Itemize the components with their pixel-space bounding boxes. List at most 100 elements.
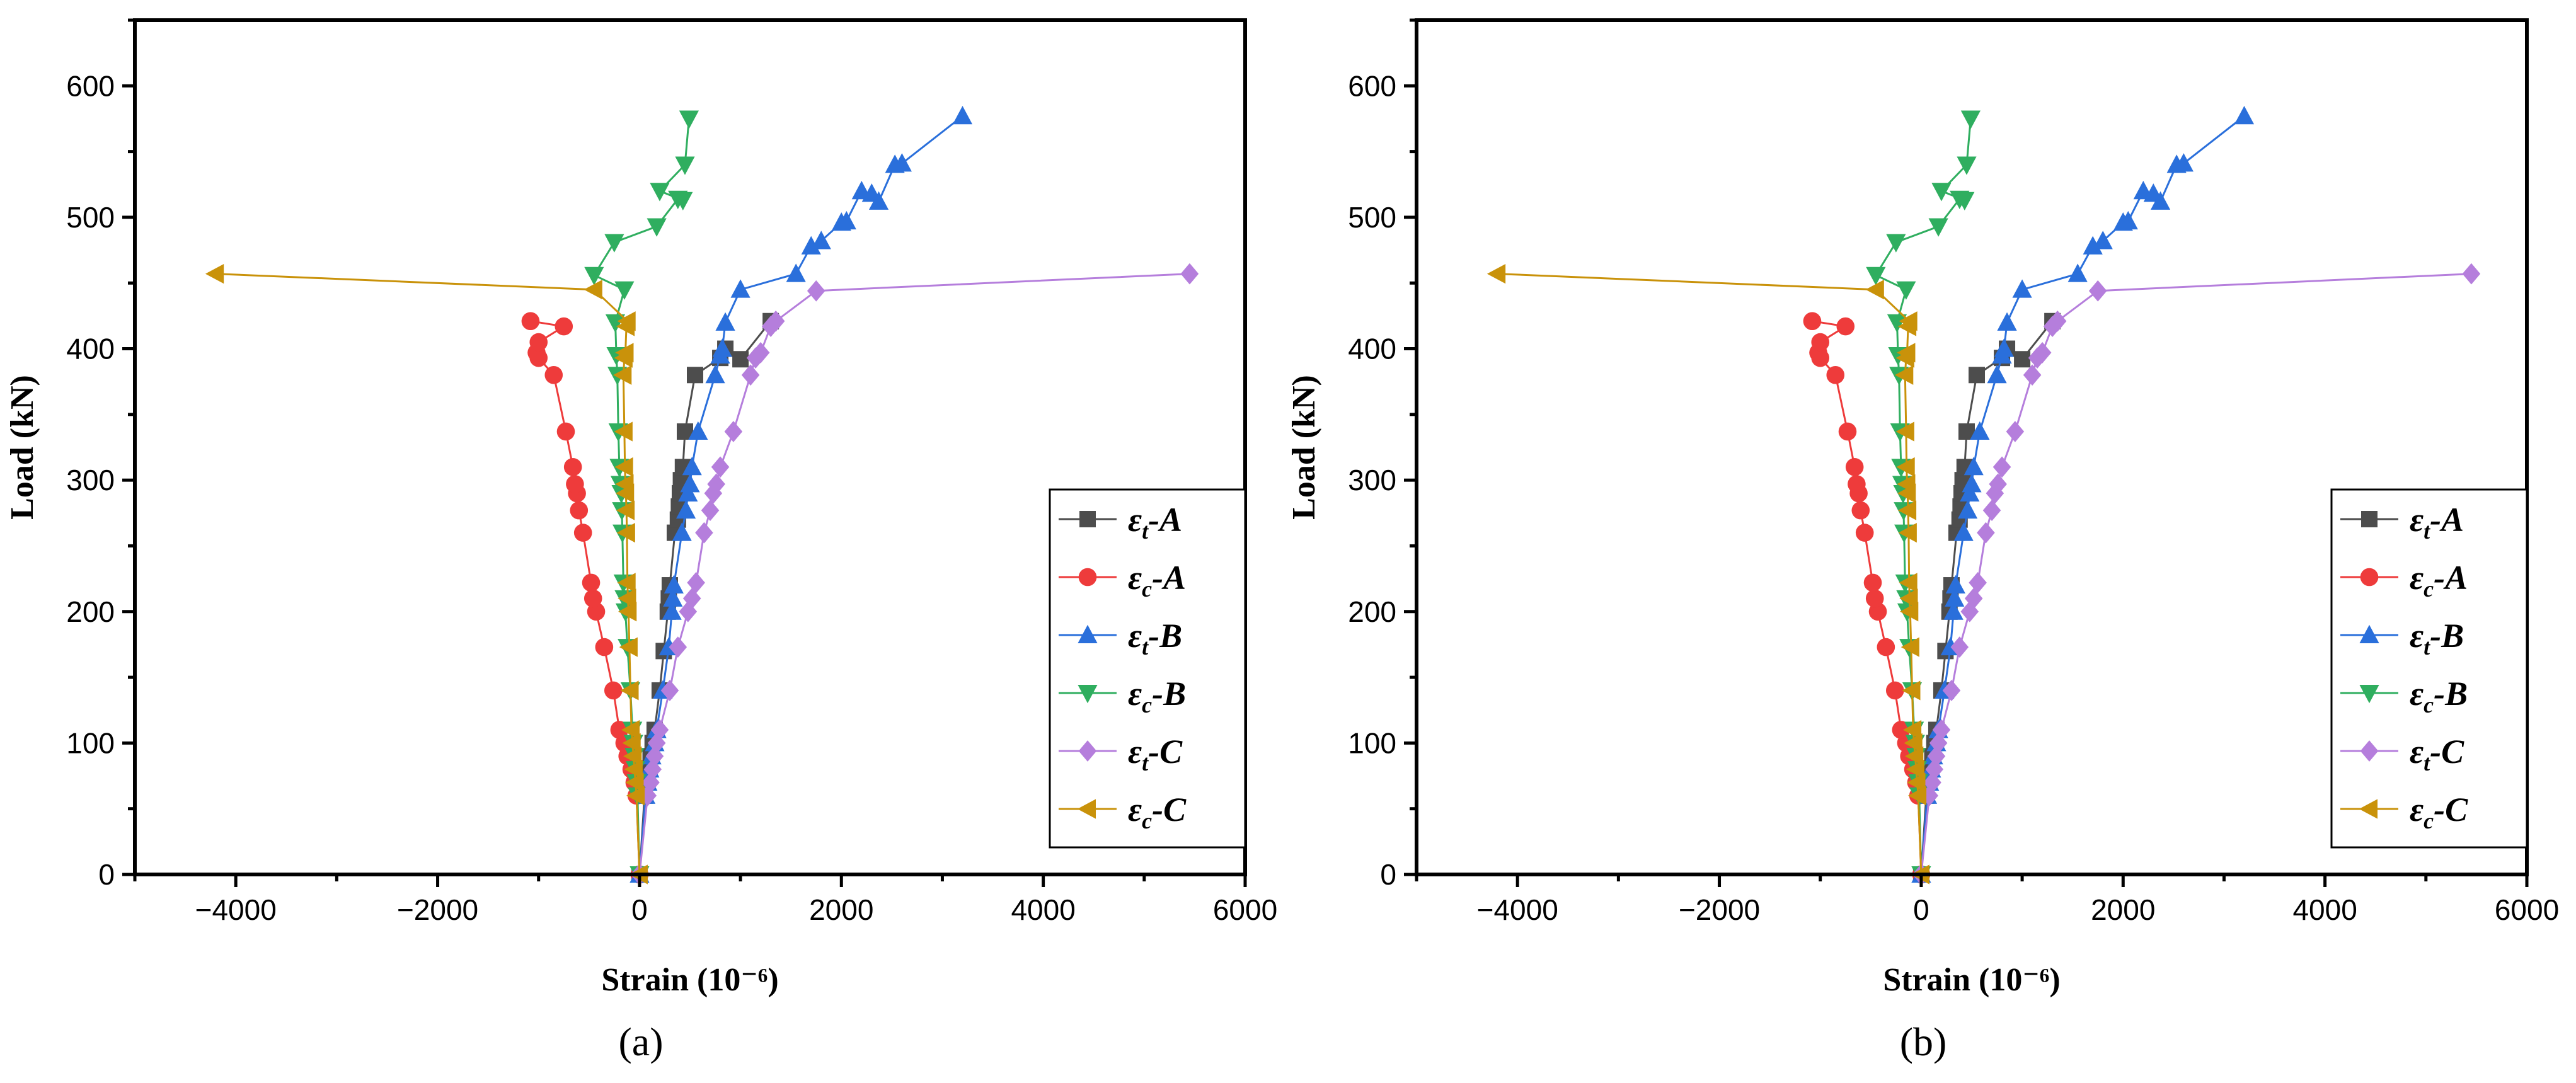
legend-box	[2330, 488, 2528, 849]
x-tick-label: 4000	[2292, 893, 2357, 926]
data-point	[604, 234, 624, 253]
data-point	[1811, 333, 1830, 352]
data-point	[712, 338, 732, 357]
data-point	[807, 280, 825, 302]
y-tick-label: 600	[66, 69, 115, 102]
data-point	[811, 231, 831, 249]
data-point	[1897, 500, 1917, 520]
data-point	[766, 310, 785, 332]
data-point	[2173, 153, 2194, 172]
legend-item: εt-B	[2340, 617, 2464, 660]
series-c-c	[205, 264, 648, 885]
data-point	[645, 745, 664, 767]
data-point	[695, 522, 713, 544]
data-point	[836, 210, 856, 230]
data-point	[584, 266, 604, 285]
data-point	[1943, 601, 1964, 620]
legend-label: εt-B	[2410, 617, 2464, 660]
data-point	[1877, 638, 1895, 656]
data-point	[618, 588, 636, 609]
data-point	[615, 474, 634, 495]
data-point	[618, 602, 637, 622]
data-point	[1906, 759, 1924, 779]
series-line	[1920, 320, 2054, 875]
data-point	[732, 351, 749, 368]
data-point	[2033, 341, 2052, 364]
legend-item: εc-B	[2340, 675, 2468, 718]
legend-label: εc-B	[1128, 675, 1186, 718]
data-point	[688, 421, 708, 440]
data-point	[1896, 281, 1916, 300]
data-point	[1899, 588, 1918, 609]
data-point	[660, 680, 679, 701]
data-point	[680, 474, 700, 493]
data-point	[701, 500, 720, 522]
chart-panel-2: −4000 −2000 0 2000 4000 6000 0 100 200 300 400 500 6…	[1286, 18, 2559, 1064]
data-point	[2048, 310, 2067, 332]
data-point	[617, 311, 636, 331]
data-point	[604, 681, 623, 700]
data-point	[1902, 680, 1921, 701]
data-point	[1969, 571, 1987, 593]
data-point	[2014, 351, 2031, 368]
data-point	[1928, 218, 1948, 237]
panel-label: (b)	[1900, 1019, 1947, 1064]
data-point	[1992, 456, 2011, 478]
data-point	[687, 367, 704, 384]
data-point	[1885, 681, 1904, 700]
legend-label: εc-B	[2410, 675, 2468, 718]
y-tick-label: 300	[66, 464, 115, 496]
legend-label: εc-A	[2410, 559, 2468, 602]
data-point	[1982, 500, 2001, 522]
data-point	[1886, 234, 1906, 253]
data-point	[1899, 311, 1918, 331]
data-point	[1895, 421, 1914, 442]
legend-item: εt-C	[1059, 733, 1183, 776]
data-point	[1964, 457, 1984, 476]
data-point	[1900, 637, 1919, 657]
data-point	[662, 601, 682, 620]
data-point	[650, 183, 670, 202]
chart-panel-1: −4000 −2000 0 2000 4000 6000 0 100 200 300 400 500 6…	[4, 18, 1277, 1064]
data-point	[1964, 588, 1983, 609]
series-c-c	[1486, 264, 1929, 885]
x-tick-label: 6000	[2495, 893, 2559, 926]
x-tick-label: −4000	[195, 893, 277, 926]
y-tick-label: 200	[66, 595, 115, 628]
legend-label: εt-C	[1128, 733, 1183, 776]
data-point	[614, 421, 633, 442]
data-point	[1969, 367, 1986, 384]
legend-label: εt-C	[2410, 733, 2464, 776]
data-point	[1898, 523, 1917, 543]
y-tick-label: 0	[1380, 858, 1396, 891]
plot-frame	[133, 18, 1247, 876]
data-point	[605, 314, 626, 333]
legend-swatch-marker	[1078, 624, 1098, 643]
x-tick-label: 0	[631, 893, 648, 926]
data-point	[2462, 263, 2481, 285]
data-point	[1897, 474, 1916, 495]
data-point	[1962, 474, 1982, 493]
x-axis-title: Strain (10⁻⁶)	[1883, 962, 2060, 998]
data-point	[724, 421, 743, 442]
data-point	[682, 457, 702, 476]
data-point	[529, 333, 548, 352]
data-point	[1945, 575, 1965, 594]
legend-label: εc-A	[1128, 559, 1186, 602]
legend-swatch-marker	[1077, 799, 1096, 819]
data-point	[786, 263, 806, 282]
y-axis-title: Load (kN)	[4, 375, 40, 520]
data-point	[544, 365, 563, 384]
data-point	[730, 279, 750, 298]
data-point	[624, 759, 643, 779]
panel-label: (a)	[618, 1019, 663, 1064]
data-point	[563, 457, 582, 476]
data-point	[616, 523, 635, 543]
legend-swatch-marker	[2361, 511, 2378, 527]
x-tick-label: 2000	[809, 893, 873, 926]
data-point	[621, 719, 640, 740]
data-point	[682, 588, 701, 609]
data-point	[1955, 192, 1975, 211]
